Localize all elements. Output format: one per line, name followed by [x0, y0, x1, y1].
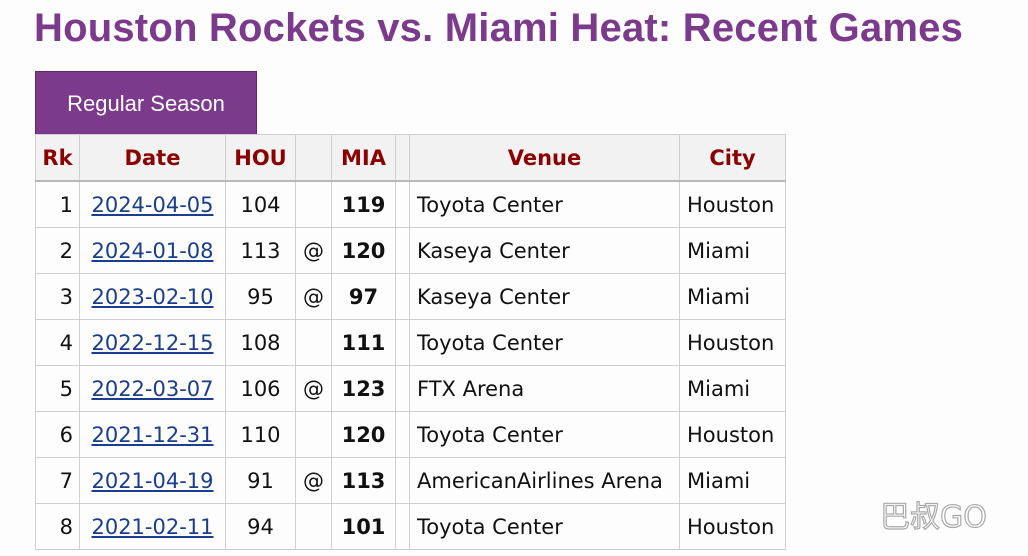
city-cell: Miami	[679, 273, 786, 320]
rank-cell: 7	[35, 457, 80, 504]
city-cell: Miami	[679, 227, 786, 274]
hou-score-cell: 91	[225, 457, 296, 504]
date-cell: 2022-03-07	[79, 365, 226, 412]
date-link[interactable]: 2022-12-15	[91, 330, 214, 355]
watermark-outline: 巴叔GO	[880, 500, 987, 533]
spacer-cell	[395, 227, 410, 274]
city-cell: Miami	[679, 365, 786, 412]
mia-score-cell: 97	[331, 273, 396, 320]
page-title: Houston Rockets vs. Miami Heat: Recent G…	[34, 6, 964, 50]
header-date[interactable]: Date	[79, 134, 226, 182]
date-link[interactable]: 2024-04-05	[91, 192, 214, 217]
away-marker-cell: @	[295, 273, 332, 320]
date-cell: 2024-04-05	[79, 180, 226, 228]
hou-score-cell: 110	[225, 411, 296, 458]
rank-cell: 6	[35, 411, 80, 458]
spacer-cell	[395, 503, 410, 550]
spacer-cell	[395, 411, 410, 458]
spacer-cell	[395, 319, 410, 366]
venue-cell: Kaseya Center	[409, 227, 680, 274]
watermark-logo: 巴叔GO 巴叔GO	[879, 499, 989, 534]
table-row: 8 2021-02-11 94 101 Toyota Center Houston	[35, 503, 786, 550]
tab-regular-season[interactable]: Regular Season	[35, 71, 257, 134]
rank-cell: 8	[35, 503, 80, 550]
games-table: Rk Date HOU MIA Venue City 1 2024-04-05 10…	[35, 134, 786, 550]
venue-cell: AmericanAirlines Arena	[409, 457, 680, 504]
hou-score-cell: 95	[225, 273, 296, 320]
date-link[interactable]: 2022-03-07	[91, 376, 214, 401]
rank-cell: 1	[35, 180, 80, 228]
table-row: 1 2024-04-05 104 119 Toyota Center Houston	[35, 180, 786, 228]
date-cell: 2023-02-10	[79, 273, 226, 320]
rank-cell: 2	[35, 227, 80, 274]
away-marker-cell: @	[295, 457, 332, 504]
venue-cell: Kaseya Center	[409, 273, 680, 320]
date-cell: 2024-01-08	[79, 227, 226, 274]
date-link[interactable]: 2021-12-31	[91, 422, 214, 447]
city-cell: Houston	[679, 180, 786, 228]
header-rk[interactable]: Rk	[35, 134, 80, 182]
away-marker-cell	[295, 411, 332, 458]
hou-score-cell: 94	[225, 503, 296, 550]
table-header-row: Rk Date HOU MIA Venue City	[35, 134, 786, 182]
away-marker-cell: @	[295, 365, 332, 412]
city-cell: Houston	[679, 411, 786, 458]
table-row: 7 2021-04-19 91 @113 AmericanAirlines Arena M…	[35, 457, 786, 504]
hou-score-cell: 113	[225, 227, 296, 274]
header-mia[interactable]: MIA	[331, 134, 396, 182]
header-city[interactable]: City	[679, 134, 786, 182]
date-cell: 2021-02-11	[79, 503, 226, 550]
mia-score-cell: 113	[331, 457, 396, 504]
venue-cell: Toyota Center	[409, 319, 680, 366]
city-cell: Miami	[679, 457, 786, 504]
header-hou[interactable]: HOU	[225, 134, 296, 182]
table-row: 3 2023-02-10 95 @97 Kaseya Center Miami	[35, 273, 786, 320]
away-marker-cell	[295, 180, 332, 228]
venue-cell: Toyota Center	[409, 503, 680, 550]
mia-score-cell: 120	[331, 227, 396, 274]
rank-cell: 5	[35, 365, 80, 412]
date-link[interactable]: 2021-04-19	[91, 468, 214, 493]
header-at	[295, 134, 332, 182]
away-marker-cell	[295, 503, 332, 550]
mia-score-cell: 119	[331, 180, 396, 228]
hou-score-cell: 108	[225, 319, 296, 366]
mia-score-cell: 123	[331, 365, 396, 412]
watermark-text: 巴叔GO	[880, 500, 987, 533]
spacer-cell	[395, 273, 410, 320]
hou-score-cell: 104	[225, 180, 296, 228]
spacer-cell	[395, 365, 410, 412]
table-row: 5 2022-03-07 106 @123 FTX Arena Miami	[35, 365, 786, 412]
header-venue[interactable]: Venue	[409, 134, 680, 182]
hou-score-cell: 106	[225, 365, 296, 412]
venue-cell: Toyota Center	[409, 411, 680, 458]
city-cell: Houston	[679, 503, 786, 550]
rank-cell: 3	[35, 273, 80, 320]
venue-cell: FTX Arena	[409, 365, 680, 412]
mia-score-cell: 120	[331, 411, 396, 458]
mia-score-cell: 101	[331, 503, 396, 550]
header-spacer	[395, 134, 410, 182]
rank-cell: 4	[35, 319, 80, 366]
date-cell: 2022-12-15	[79, 319, 226, 366]
city-cell: Houston	[679, 319, 786, 366]
spacer-cell	[395, 457, 410, 504]
table-row: 6 2021-12-31 110 120 Toyota Center Houston	[35, 411, 786, 458]
mia-score-cell: 111	[331, 319, 396, 366]
table-row: 2 2024-01-08 113 @120 Kaseya Center Miami	[35, 227, 786, 274]
date-cell: 2021-04-19	[79, 457, 226, 504]
venue-cell: Toyota Center	[409, 180, 680, 228]
date-link[interactable]: 2021-02-11	[91, 514, 214, 539]
date-link[interactable]: 2023-02-10	[91, 284, 214, 309]
away-marker-cell	[295, 319, 332, 366]
date-cell: 2021-12-31	[79, 411, 226, 458]
date-link[interactable]: 2024-01-08	[91, 238, 214, 263]
table-row: 4 2022-12-15 108 111 Toyota Center Houston	[35, 319, 786, 366]
spacer-cell	[395, 180, 410, 228]
away-marker-cell: @	[295, 227, 332, 274]
